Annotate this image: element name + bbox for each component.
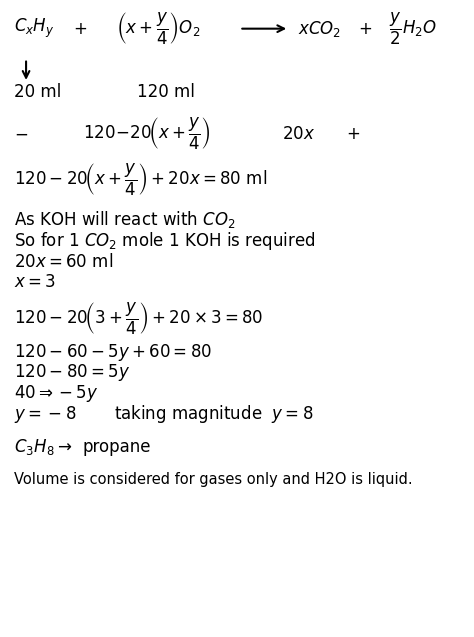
Text: $xCO_2$: $xCO_2$ (298, 18, 341, 39)
Text: $\left(x+\dfrac{y}{4}\right)O_2$: $\left(x+\dfrac{y}{4}\right)O_2$ (116, 11, 201, 47)
Text: As KOH will react with $CO_2$: As KOH will react with $CO_2$ (14, 210, 236, 230)
Text: $120\!-\!20\!\left(x+\dfrac{y}{4}\right)$: $120\!-\!20\!\left(x+\dfrac{y}{4}\right)… (83, 116, 211, 152)
Text: $x=3$: $x=3$ (14, 273, 56, 290)
Text: taking magnitude  $y=8$: taking magnitude $y=8$ (114, 403, 313, 425)
Text: $20x=60\ \mathrm{ml}$: $20x=60\ \mathrm{ml}$ (14, 254, 113, 271)
Text: $40\Rightarrow-5y$: $40\Rightarrow-5y$ (14, 383, 99, 403)
Text: $120-20\!\left(x+\dfrac{y}{4}\right)+20x=80\ \mathrm{ml}$: $120-20\!\left(x+\dfrac{y}{4}\right)+20x… (14, 162, 267, 197)
Text: $120-60-5y+60=80$: $120-60-5y+60=80$ (14, 342, 212, 362)
Text: $C_xH_y$: $C_xH_y$ (14, 17, 55, 40)
Text: $120-20\!\left(3+\dfrac{y}{4}\right)+20\times3=80$: $120-20\!\left(3+\dfrac{y}{4}\right)+20\… (14, 301, 264, 336)
Text: $\dfrac{y}{2}H_2O$: $\dfrac{y}{2}H_2O$ (389, 11, 437, 47)
Text: 20 ml: 20 ml (14, 83, 62, 101)
Text: $y=-8$: $y=-8$ (14, 404, 77, 424)
Text: $20x$: $20x$ (282, 125, 315, 143)
Text: $-$: $-$ (14, 125, 28, 143)
Text: 120 ml: 120 ml (137, 83, 195, 101)
Text: $120-80=5y$: $120-80=5y$ (14, 362, 130, 383)
Text: So for 1 $CO_2$ mole 1 KOH is required: So for 1 $CO_2$ mole 1 KOH is required (14, 230, 316, 252)
Text: $C_3H_8\rightarrow$: $C_3H_8\rightarrow$ (14, 437, 73, 457)
Text: Volume is considered for gases only and H2O is liquid.: Volume is considered for gases only and … (14, 471, 413, 487)
Text: $+$: $+$ (346, 125, 360, 143)
Text: $+$: $+$ (358, 20, 372, 38)
Text: propane: propane (83, 438, 152, 456)
Text: $+$: $+$ (73, 20, 88, 38)
